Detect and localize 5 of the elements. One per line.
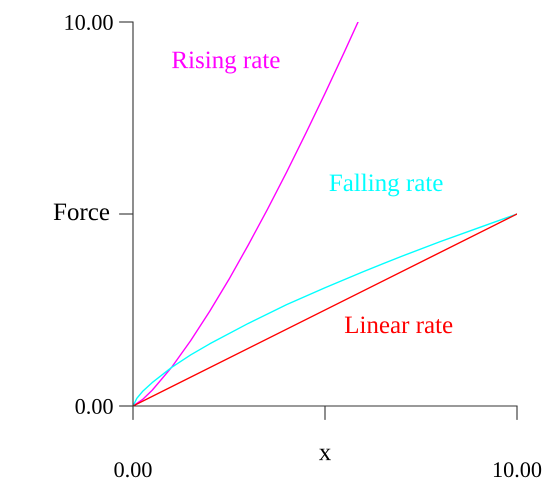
series-label: Falling rate	[330, 174, 443, 196]
x-axis-title: x	[318, 448, 331, 460]
series-label: Linear rate	[344, 316, 452, 334]
series-label: Rising rate	[172, 52, 280, 74]
y-axis-title: Force	[54, 204, 110, 220]
